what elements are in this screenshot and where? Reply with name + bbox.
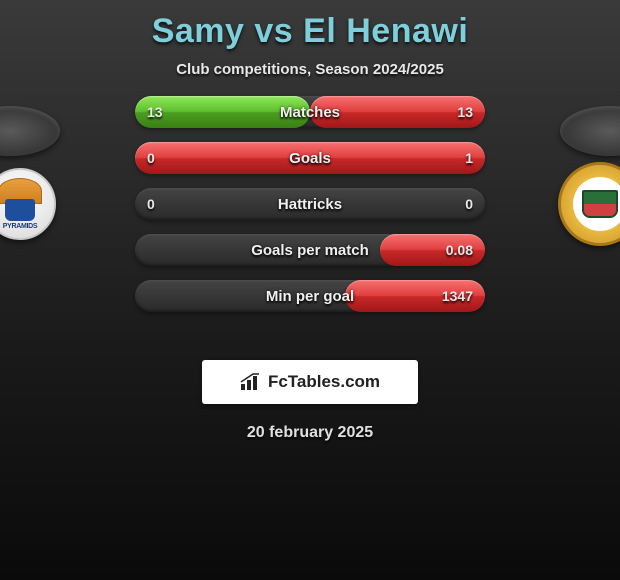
stat-label: Goals — [135, 150, 485, 167]
stat-value-right: 0 — [465, 196, 473, 212]
pyramids-logo-icon — [0, 168, 56, 240]
stat-value-right: 0.08 — [446, 242, 473, 258]
haras-logo-icon — [558, 162, 620, 246]
player-left-name: Samy — [152, 12, 245, 50]
vs-separator: vs — [254, 12, 293, 50]
stat-label: Min per goal — [135, 288, 485, 305]
footer-date: 20 february 2025 — [0, 424, 620, 442]
player-left-avatar — [0, 106, 60, 156]
stat-value-right: 1 — [465, 150, 473, 166]
stat-row: Hattricks0 0 — [135, 188, 485, 220]
stat-value-left: 13 — [147, 104, 163, 120]
stat-label: Hattricks — [135, 196, 485, 213]
subtitle: Club competitions, Season 2024/2025 — [0, 61, 620, 78]
player-right-name: El Henawi — [303, 12, 468, 50]
comparison-title: Samy vs El Henawi — [0, 0, 620, 51]
comparison-body: Matches1313Goals01Hattricks00Goals per m… — [0, 106, 620, 336]
stat-row: Matches13 13 — [135, 96, 485, 128]
club-left-badge — [0, 164, 70, 244]
stat-bars: Matches1313Goals01Hattricks00Goals per m… — [135, 96, 485, 326]
attribution-text: FcTables.com — [268, 372, 380, 392]
stat-row: Goals per match0.08 — [135, 234, 485, 266]
stat-row: Goals0 1 — [135, 142, 485, 174]
bar-chart-icon — [240, 373, 262, 391]
stat-label: Matches — [135, 104, 485, 121]
stat-value-left: 0 — [147, 196, 155, 212]
stat-label: Goals per match — [135, 242, 485, 259]
stat-value-left: 0 — [147, 150, 155, 166]
attribution-badge[interactable]: FcTables.com — [202, 360, 418, 404]
stat-value-right: 1347 — [442, 288, 473, 304]
stat-value-right: 13 — [457, 104, 473, 120]
player-right-avatar — [560, 106, 620, 156]
stat-row: Min per goal1347 — [135, 280, 485, 312]
club-right-badge — [550, 164, 620, 244]
